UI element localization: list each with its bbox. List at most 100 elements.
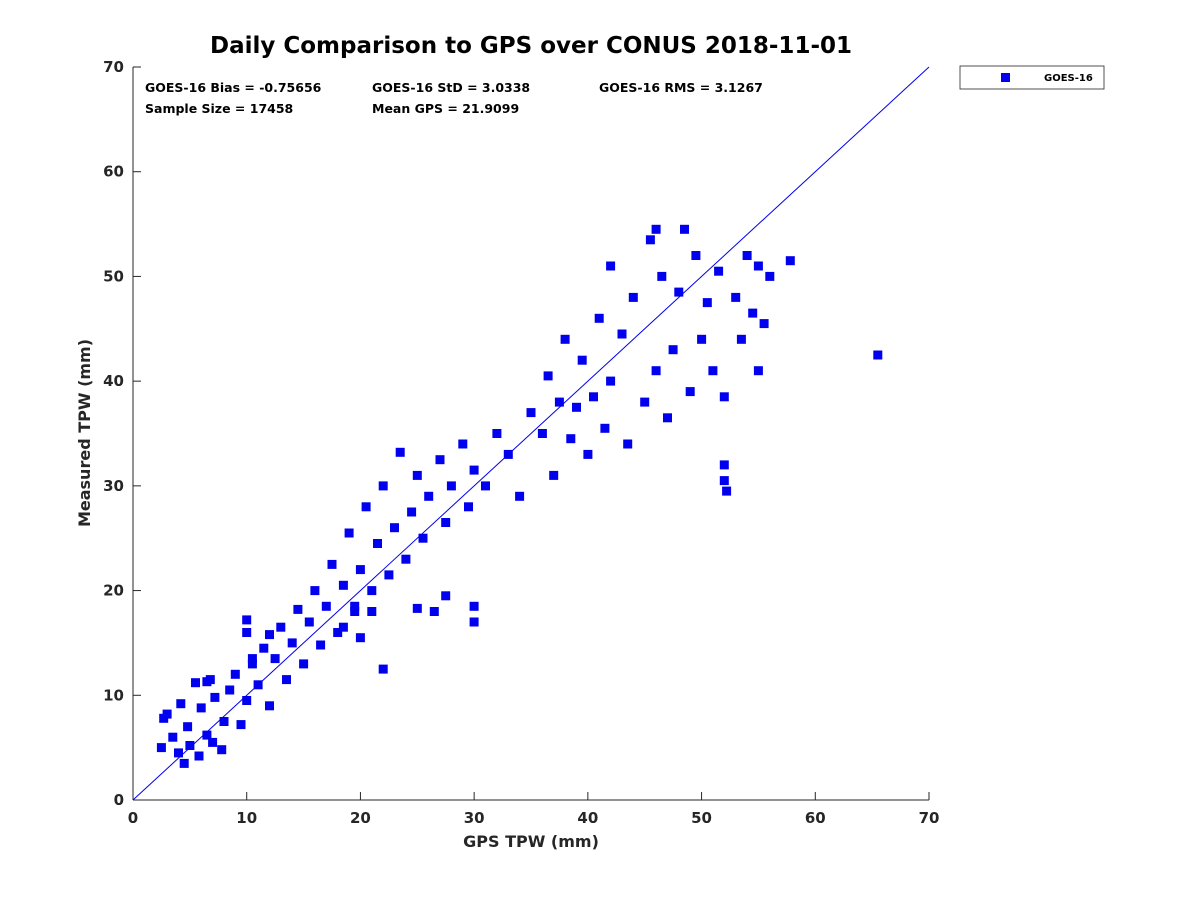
data-point xyxy=(441,591,451,601)
data-point xyxy=(418,533,428,543)
data-point xyxy=(230,669,240,679)
data-point xyxy=(242,615,252,625)
data-point xyxy=(202,677,212,687)
data-point xyxy=(537,429,547,438)
data-point xyxy=(722,486,732,496)
y-tick-label: 40 xyxy=(103,372,124,390)
data-point xyxy=(873,350,883,360)
mean-gps-annotation: Mean GPS = 21.9099 xyxy=(372,101,519,116)
data-point xyxy=(719,476,729,486)
data-point xyxy=(566,434,576,444)
data-point xyxy=(753,366,763,376)
data-point xyxy=(156,743,166,753)
data-point xyxy=(549,470,559,480)
data-point xyxy=(697,334,707,344)
data-point xyxy=(242,628,252,637)
data-point xyxy=(202,730,212,740)
data-point xyxy=(191,678,200,688)
data-point xyxy=(194,751,204,761)
data-point xyxy=(668,345,678,355)
data-point xyxy=(265,630,274,640)
data-point xyxy=(691,251,701,260)
data-point xyxy=(714,266,724,276)
y-ticks: 0 10 20 30 40 50 60 70 xyxy=(103,58,141,809)
y-tick-label: 0 xyxy=(114,791,124,809)
data-point xyxy=(731,292,741,302)
data-point xyxy=(395,447,405,457)
data-point xyxy=(412,603,422,613)
y-tick-label: 70 xyxy=(103,58,124,76)
data-point xyxy=(657,271,667,281)
data-point xyxy=(458,439,468,449)
data-point xyxy=(674,287,684,297)
x-tick-label: 40 xyxy=(577,809,598,827)
data-point xyxy=(583,449,593,459)
data-point xyxy=(373,539,382,548)
data-point xyxy=(321,601,331,611)
data-point xyxy=(361,502,371,512)
y-tick-label: 30 xyxy=(103,477,124,495)
data-point xyxy=(304,617,314,627)
data-point xyxy=(401,554,411,564)
data-point xyxy=(572,402,581,412)
data-point xyxy=(333,628,343,637)
data-point xyxy=(589,392,598,402)
data-point xyxy=(407,507,417,517)
y-axis-title: Measured TPW (mm) xyxy=(75,339,94,527)
data-point xyxy=(719,460,729,470)
axes xyxy=(132,67,929,801)
data-point xyxy=(412,470,422,480)
data-point xyxy=(429,607,439,616)
x-tick-label: 10 xyxy=(236,809,257,827)
data-point xyxy=(560,334,570,344)
data-point xyxy=(247,654,257,664)
data-point xyxy=(685,387,695,397)
data-point xyxy=(469,465,479,475)
data-point xyxy=(367,607,377,616)
y-tick-label: 50 xyxy=(103,267,124,285)
x-tick-label: 0 xyxy=(128,809,138,827)
data-point xyxy=(236,720,246,730)
data-point xyxy=(338,622,348,632)
data-point xyxy=(344,528,354,538)
data-point xyxy=(600,423,610,433)
data-point xyxy=(162,709,172,719)
data-point xyxy=(623,439,633,449)
data-point xyxy=(270,654,280,664)
data-point xyxy=(196,703,206,713)
data-point xyxy=(185,741,195,750)
data-point xyxy=(753,261,763,271)
data-point xyxy=(259,643,269,653)
sample-size-annotation: Sample Size = 17458 xyxy=(145,101,293,116)
data-point xyxy=(367,586,377,596)
data-point xyxy=(210,692,220,702)
data-point xyxy=(577,355,587,365)
stats-annotations: GOES-16 Bias = -0.75656 GOES-16 StD = 3.… xyxy=(145,80,763,116)
x-tick-label: 50 xyxy=(691,809,712,827)
x-ticks: 0 10 20 30 40 50 60 70 xyxy=(128,792,939,827)
data-point xyxy=(640,397,650,407)
data-point xyxy=(719,392,729,402)
data-point xyxy=(617,329,627,339)
rms-annotation: GOES-16 RMS = 3.1267 xyxy=(599,80,763,95)
data-point xyxy=(247,659,257,669)
data-point xyxy=(785,256,795,266)
data-point xyxy=(424,491,434,501)
data-point xyxy=(242,696,252,705)
data-points xyxy=(156,224,883,768)
data-point xyxy=(176,699,186,709)
data-point xyxy=(515,491,525,501)
one-to-one-line xyxy=(132,66,930,801)
data-point xyxy=(310,586,320,596)
data-point xyxy=(355,565,365,575)
data-point xyxy=(316,640,326,650)
data-point xyxy=(225,685,235,695)
data-point xyxy=(645,235,655,245)
data-point xyxy=(174,748,183,758)
chart-title: Daily Comparison to GPS over CONUS 2018-… xyxy=(210,33,852,59)
legend: GOES-16 xyxy=(959,65,1105,90)
data-point xyxy=(469,617,479,627)
data-point xyxy=(606,261,616,271)
std-annotation: GOES-16 StD = 3.0338 xyxy=(372,80,530,95)
